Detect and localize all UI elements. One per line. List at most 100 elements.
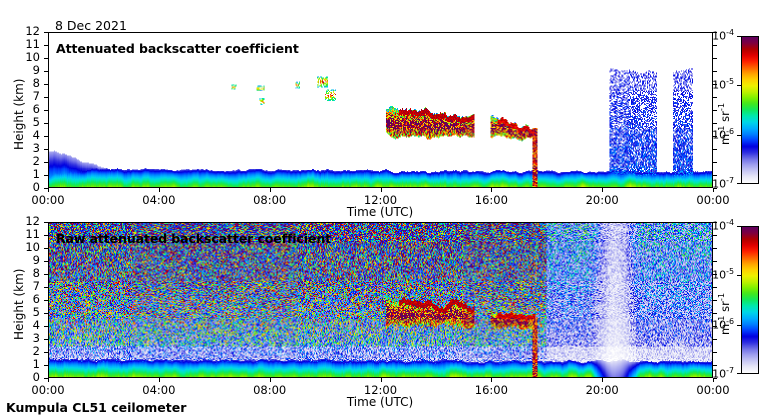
y-tick-label: 9 <box>32 63 40 77</box>
figure-footer: Kumpula CL51 ceilometer <box>6 400 187 415</box>
colorbar-tick-mantissa: 10 <box>712 177 727 191</box>
colorbar-tick-exponent: -6 <box>726 316 734 326</box>
y-tick-label: 4 <box>32 318 40 332</box>
y-tickmark-right <box>713 365 717 366</box>
x-tick-label: 12:00 <box>363 193 398 207</box>
y-tickmark-right <box>713 274 717 275</box>
x-tickmark <box>270 188 271 192</box>
colorbar-tick-label: 10-7 <box>700 176 734 191</box>
x-tick-label: 04:00 <box>142 383 176 397</box>
y-tickmark <box>44 248 48 249</box>
x-tickmark <box>602 188 603 192</box>
x-tick-label: 16:00 <box>474 383 508 397</box>
cbar0-unit-sr: sr <box>717 111 732 122</box>
x-tick-label: 20:00 <box>585 193 619 207</box>
y-tickmark <box>44 300 48 301</box>
y-tickmark <box>44 175 48 176</box>
y-tickmark <box>44 110 48 111</box>
y-tickmark-right <box>713 222 717 223</box>
y-tickmark <box>44 123 48 124</box>
y-tick-label: 12 <box>25 214 40 228</box>
panel-attenuated-backscatter[interactable] <box>48 32 713 188</box>
y-tickmark-right <box>713 84 717 85</box>
y-tickmark-right <box>713 110 717 111</box>
y-tick-label: 12 <box>25 24 40 38</box>
colorbar-tickmark <box>737 226 741 227</box>
y-tickmark-right <box>713 339 717 340</box>
y-tickmark-right <box>713 378 717 379</box>
colorbar-tick-label: 10-5 <box>700 77 734 92</box>
colorbar-tick-mantissa: 10 <box>712 128 727 142</box>
colorbar-panel0[interactable] <box>741 36 759 184</box>
y-tick-label: 9 <box>32 253 40 267</box>
colorbar-tick-label: 10-5 <box>700 267 734 282</box>
y-tick-label: 5 <box>32 115 40 129</box>
y-tickmark-right <box>713 352 717 353</box>
colorbar-tickmark <box>737 373 741 374</box>
y-tick-label: 1 <box>32 357 40 371</box>
attenuated-backscatter-heatmap <box>49 33 712 187</box>
x-tick-label: 00:00 <box>31 383 65 397</box>
colorbar-gradient-panel0 <box>742 37 758 183</box>
x-tickmark <box>713 378 714 382</box>
y-tick-label: 3 <box>32 141 40 155</box>
colorbar-tickmark <box>737 36 741 37</box>
y-tickmark-right <box>713 188 717 189</box>
x-tick-label: 04:00 <box>142 193 176 207</box>
y-tick-label: 1 <box>32 167 40 181</box>
cbar1-unit-sr: sr <box>717 301 732 312</box>
y-tickmark-right <box>713 175 717 176</box>
y-tickmark <box>44 326 48 327</box>
x-tick-label: 08:00 <box>253 383 287 397</box>
y-tickmark <box>44 58 48 59</box>
y-tickmark <box>44 261 48 262</box>
y-tickmark <box>44 222 48 223</box>
colorbar-tick-exponent: -7 <box>726 366 734 375</box>
y-tickmark-right <box>713 300 717 301</box>
colorbar-tick-exponent: -4 <box>726 28 734 37</box>
y-tickmark <box>44 45 48 46</box>
colorbar-tick-mantissa: 10 <box>712 29 727 43</box>
colorbar-gradient-panel1 <box>742 227 758 373</box>
y-tickmark <box>44 274 48 275</box>
colorbar-tick-mantissa: 10 <box>712 318 727 332</box>
figure-date: 8 Dec 2021 <box>55 18 127 33</box>
y-tickmark-right <box>713 287 717 288</box>
y-tickmark-right <box>713 313 717 314</box>
x-tickmark <box>270 378 271 382</box>
x-tick-label: 00:00 <box>696 383 730 397</box>
y-tickmark <box>44 162 48 163</box>
y-tickmark-right <box>713 261 717 262</box>
panel-label-attenuated: Attenuated backscatter coefficient <box>56 41 299 56</box>
panel-raw-attenuated-backscatter[interactable] <box>48 222 713 378</box>
x-tick-label: 12:00 <box>363 383 398 397</box>
colorbar-tick-mantissa: 10 <box>712 78 727 92</box>
colorbar-panel1[interactable] <box>741 226 759 374</box>
y-tick-label: 10 <box>25 240 40 254</box>
x-tick-label: 08:00 <box>253 193 287 207</box>
x-tick-label: 16:00 <box>474 193 508 207</box>
y-tick-label: 0 <box>32 370 40 384</box>
colorbar-tick-exponent: -5 <box>726 77 734 87</box>
y-tick-label: 6 <box>32 102 40 116</box>
y-tick-label: 10 <box>25 50 40 64</box>
colorbar-tick-mantissa: 10 <box>712 268 727 282</box>
y-tick-label: 11 <box>25 227 40 241</box>
x-tickmark <box>159 188 160 192</box>
y-tickmark-right <box>713 71 717 72</box>
y-tickmark <box>44 313 48 314</box>
x-tickmark <box>159 378 160 382</box>
y-tickmark <box>44 71 48 72</box>
x-tick-label: 20:00 <box>585 383 619 397</box>
y-tickmark <box>44 378 48 379</box>
y-tickmark <box>44 287 48 288</box>
colorbar-tick-exponent: -5 <box>726 267 734 277</box>
y-tick-label: 2 <box>32 344 40 358</box>
colorbar-tickmark <box>737 275 741 276</box>
y-tickmark <box>44 149 48 150</box>
y-tick-label: 6 <box>32 292 40 306</box>
y-tickmark-right <box>713 248 717 249</box>
y-tick-label: 5 <box>32 305 40 319</box>
x-tick-label: 00:00 <box>696 193 730 207</box>
y-tickmark <box>44 84 48 85</box>
